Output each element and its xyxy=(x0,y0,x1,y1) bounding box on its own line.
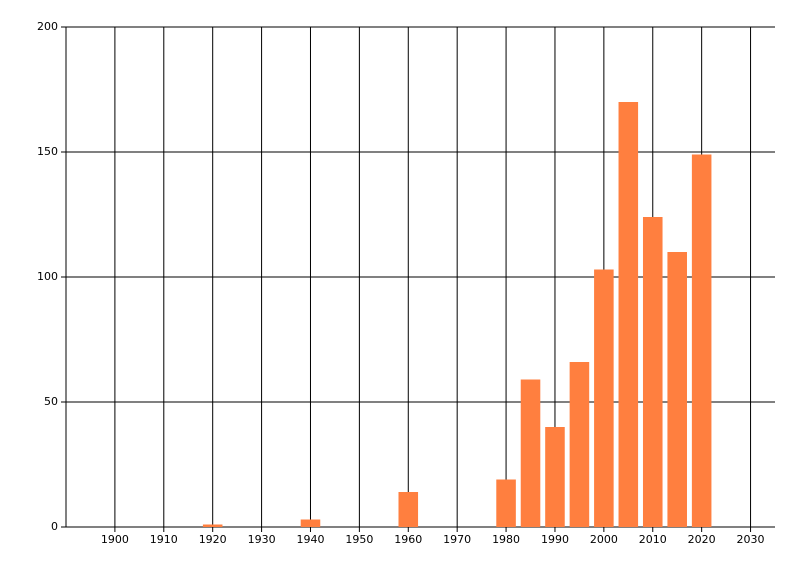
x-tick-label: 1950 xyxy=(345,533,373,546)
x-tick-label: 1990 xyxy=(541,533,569,546)
y-tick-label: 200 xyxy=(37,20,58,33)
bar xyxy=(691,154,712,527)
bar xyxy=(642,217,663,527)
bar xyxy=(202,524,223,527)
x-tick-label: 1980 xyxy=(492,533,520,546)
y-tick-label: 100 xyxy=(37,270,58,283)
bar xyxy=(667,252,687,527)
y-tick-label: 0 xyxy=(51,520,58,533)
x-tick-label: 2030 xyxy=(737,533,765,546)
x-tick-label: 1970 xyxy=(443,533,471,546)
x-tick-label: 1910 xyxy=(150,533,178,546)
x-tick-label: 2020 xyxy=(688,533,716,546)
bar xyxy=(300,519,321,527)
bar xyxy=(398,492,419,527)
x-tick-label: 1940 xyxy=(296,533,324,546)
x-tick-label: 2000 xyxy=(590,533,618,546)
bar xyxy=(496,479,516,527)
x-tick-label: 1900 xyxy=(101,533,129,546)
bar xyxy=(520,379,541,527)
y-tick-label: 150 xyxy=(37,145,58,158)
x-tick-label: 1920 xyxy=(199,533,227,546)
x-tick-label: 2010 xyxy=(639,533,667,546)
bar xyxy=(569,362,590,527)
x-tick-label: 1960 xyxy=(394,533,422,546)
bar xyxy=(618,102,639,527)
x-tick-label: 1930 xyxy=(248,533,276,546)
y-tick-label: 50 xyxy=(44,395,58,408)
bar xyxy=(545,427,565,527)
bar xyxy=(594,269,614,527)
